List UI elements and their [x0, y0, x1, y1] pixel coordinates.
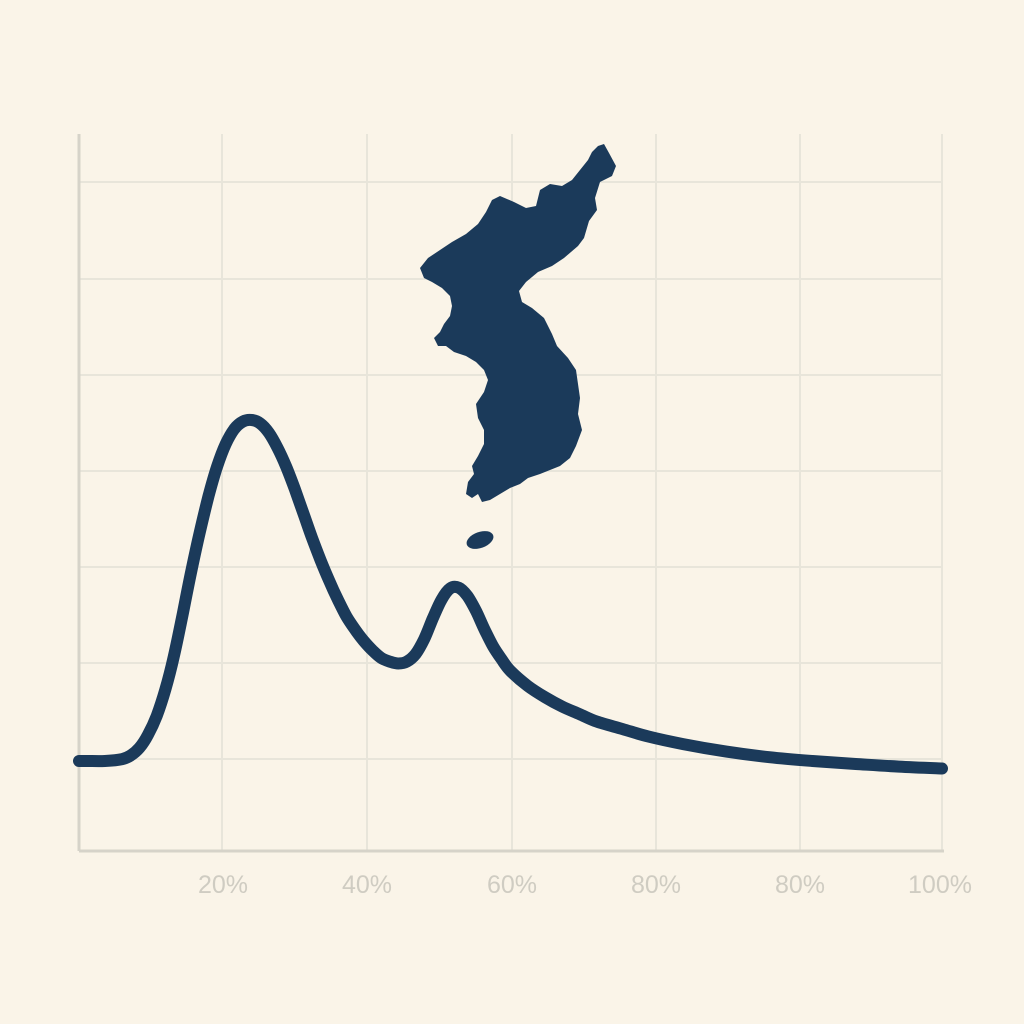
axes	[77, 134, 944, 853]
x-tick-label: 80%	[631, 871, 681, 899]
korean-peninsula-map-icon	[420, 144, 616, 549]
series	[73, 413, 948, 775]
x-tick-label: 20%	[198, 871, 248, 899]
x-tick-label: 100%	[908, 871, 972, 899]
series-line	[73, 413, 948, 775]
korean-peninsula-mainland	[420, 144, 616, 502]
x-tick-labels: 20% 40% 60% 80% 80% 100%	[198, 871, 972, 899]
x-tick-label: 80%	[775, 871, 825, 899]
jeju-island	[466, 531, 494, 549]
x-tick-label: 60%	[487, 871, 537, 899]
x-tick-label: 40%	[342, 871, 392, 899]
